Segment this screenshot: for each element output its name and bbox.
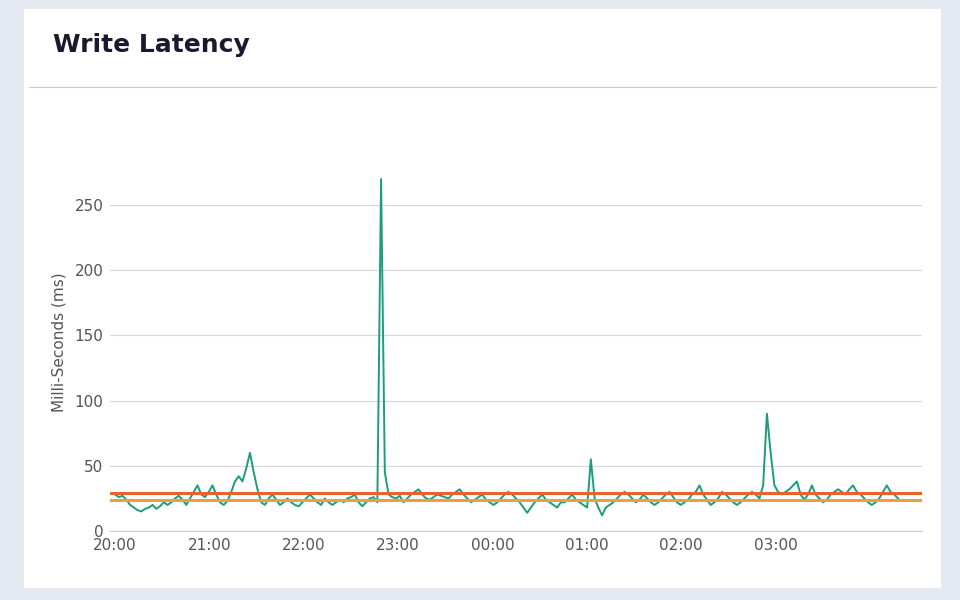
Y-axis label: Milli-Seconds (ms): Milli-Seconds (ms) xyxy=(51,272,66,412)
Text: Write Latency: Write Latency xyxy=(53,33,250,57)
